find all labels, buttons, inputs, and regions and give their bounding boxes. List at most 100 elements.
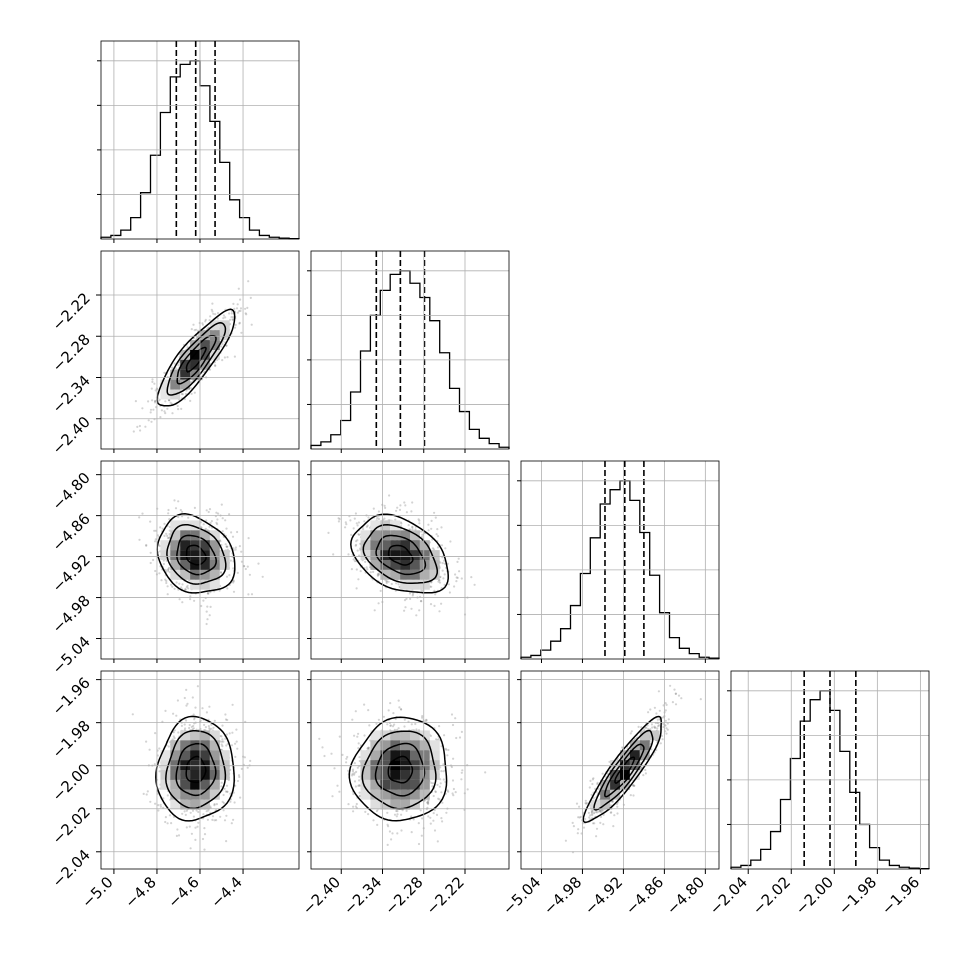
scatter-point bbox=[139, 429, 142, 432]
contour-2-1-1 bbox=[375, 534, 427, 576]
scatter-point bbox=[429, 816, 432, 819]
hist-panel-2 bbox=[517, 461, 720, 659]
scatter-point bbox=[441, 562, 444, 565]
scatter-point bbox=[323, 754, 326, 758]
scatter-point bbox=[436, 840, 439, 843]
scatter-point bbox=[180, 586, 183, 589]
scatter-point bbox=[187, 516, 190, 519]
scatter-point bbox=[438, 725, 441, 728]
scatter-point bbox=[445, 811, 448, 814]
scatter-point bbox=[208, 614, 211, 617]
scatter-point bbox=[238, 322, 241, 325]
scatter-point bbox=[418, 609, 421, 612]
scatter-point bbox=[393, 728, 396, 731]
scatter-point bbox=[411, 526, 414, 529]
scatter-point bbox=[338, 790, 341, 793]
scatter-point bbox=[389, 724, 392, 727]
scatter-point bbox=[369, 571, 372, 574]
scatter-point bbox=[193, 599, 196, 602]
scatter-point bbox=[216, 518, 219, 521]
scatter-point bbox=[435, 533, 438, 536]
scatter-point bbox=[173, 587, 176, 590]
scatter-point bbox=[405, 809, 408, 813]
density-cell bbox=[209, 569, 220, 580]
scatter-point bbox=[240, 560, 243, 563]
density-cell bbox=[219, 560, 230, 570]
density-cell bbox=[170, 540, 181, 551]
scatter-point bbox=[582, 826, 586, 829]
density-cell bbox=[400, 530, 410, 541]
scatter-point bbox=[168, 399, 171, 402]
scatter-point bbox=[453, 585, 456, 588]
density-cell bbox=[170, 750, 181, 761]
scatter-point bbox=[651, 726, 654, 729]
scatter-point bbox=[220, 785, 223, 788]
scatter-point bbox=[447, 748, 450, 752]
density-cell bbox=[160, 760, 171, 770]
scatter-point bbox=[193, 329, 196, 332]
scatter-point bbox=[205, 610, 208, 613]
scatter-point bbox=[158, 398, 161, 401]
scatter-point bbox=[357, 747, 360, 750]
density-cell bbox=[209, 579, 220, 590]
scatter-point bbox=[168, 518, 171, 521]
scatter-point bbox=[169, 583, 173, 586]
scatter-point bbox=[456, 560, 459, 564]
scatter-point bbox=[642, 774, 645, 777]
scatter-point bbox=[429, 822, 432, 825]
scatter-point bbox=[213, 804, 216, 807]
scatter-point bbox=[355, 522, 358, 525]
scatter-point bbox=[349, 519, 352, 522]
contour-3-0-2 bbox=[165, 730, 227, 810]
scatter-point bbox=[411, 528, 414, 531]
scatter-point bbox=[188, 726, 191, 730]
scatter-point bbox=[354, 512, 357, 515]
scatter-point bbox=[215, 819, 218, 822]
density-cell bbox=[419, 740, 430, 751]
scatter-point bbox=[166, 794, 169, 797]
density-cell bbox=[209, 330, 220, 341]
scatter-point bbox=[225, 575, 229, 578]
scatter-point bbox=[209, 591, 212, 594]
density-cell bbox=[190, 359, 200, 370]
scatter-point bbox=[389, 702, 392, 705]
scatter-point bbox=[166, 593, 169, 596]
scatter-point bbox=[154, 802, 157, 805]
scatter-point bbox=[212, 312, 215, 315]
density-cell bbox=[400, 770, 410, 780]
scatter-point bbox=[159, 416, 162, 419]
hist-panel-0-grid bbox=[101, 41, 299, 239]
scatter-point bbox=[367, 516, 370, 519]
scatter-point bbox=[221, 359, 224, 362]
scatter-point bbox=[193, 391, 196, 394]
scatter-point bbox=[392, 712, 395, 715]
scatter-point bbox=[400, 525, 403, 528]
scatter-point bbox=[205, 519, 208, 522]
density-cell bbox=[419, 550, 430, 560]
scatter-point bbox=[232, 318, 235, 321]
scatter-point bbox=[224, 713, 227, 716]
scatter-point bbox=[657, 690, 661, 693]
scatter-point bbox=[236, 311, 239, 314]
scatter-point bbox=[403, 609, 406, 612]
scatter-point bbox=[138, 424, 141, 428]
scatter-point bbox=[356, 539, 359, 542]
scatter-point bbox=[460, 730, 463, 734]
scatter-point bbox=[197, 810, 200, 814]
scatter-point bbox=[149, 561, 152, 565]
scatter-point bbox=[200, 604, 203, 608]
scatter-point bbox=[397, 727, 400, 730]
scatter-point bbox=[400, 522, 403, 525]
density-cell bbox=[170, 779, 181, 790]
scatter-point bbox=[226, 790, 229, 793]
density-cell bbox=[170, 369, 181, 380]
density-cell bbox=[180, 569, 191, 580]
density-cell bbox=[390, 569, 401, 580]
scatter-point bbox=[163, 522, 166, 526]
scatter-point bbox=[188, 825, 191, 828]
density-cell bbox=[219, 750, 230, 761]
scatter-point bbox=[457, 557, 460, 560]
scatter-point bbox=[455, 576, 458, 579]
scatter-point bbox=[207, 592, 210, 595]
scatter-point bbox=[164, 709, 167, 713]
